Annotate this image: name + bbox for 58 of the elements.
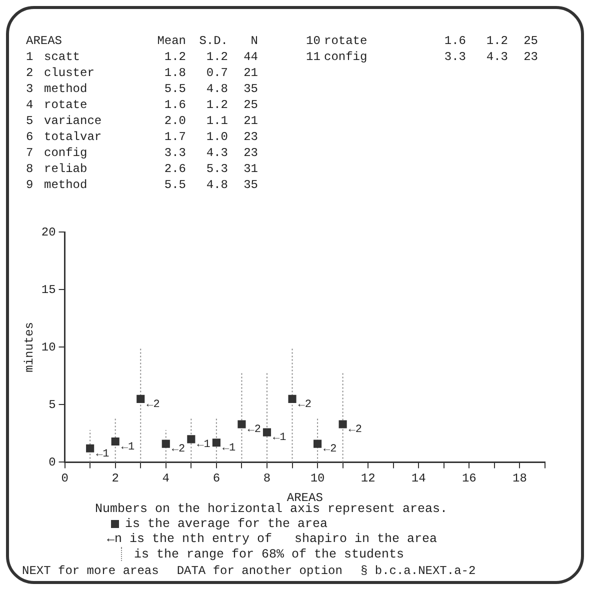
text: NEXT for more areas xyxy=(22,564,159,578)
x-tick-label: 6 xyxy=(212,472,220,486)
point xyxy=(314,440,322,448)
y-tick-label: 5 xyxy=(48,398,56,412)
text: 11 config 3.3 4.3 23 xyxy=(306,50,538,64)
text: is the range for 68% of the students xyxy=(134,547,404,562)
annotation: ←2 xyxy=(172,444,186,456)
point xyxy=(111,437,120,446)
annotation: ←1 xyxy=(96,448,110,460)
annotation: ←2 xyxy=(146,398,160,411)
x-tick-label: 16 xyxy=(462,472,476,486)
text: § b.c.a.NEXT.a-2 xyxy=(360,564,476,578)
text: 6 totalvar 1.7 1.0 23 xyxy=(26,130,258,144)
text: Numbers on the horizontal axis represent areas. xyxy=(95,502,448,516)
text: 10 rotate 1.6 1.2 25 xyxy=(306,34,538,48)
text: ←n is the nth entry of shapiro in the area xyxy=(107,532,438,546)
x-tick-label: 12 xyxy=(360,472,376,486)
x-tick-label: 4 xyxy=(162,472,170,486)
point xyxy=(86,444,94,452)
point xyxy=(338,420,347,428)
point xyxy=(212,438,220,447)
point xyxy=(136,394,145,403)
x-tick-label: 18 xyxy=(512,472,527,486)
x-tick-label: 2 xyxy=(112,472,119,486)
point xyxy=(262,428,272,436)
annotation: ←1 xyxy=(272,432,287,444)
annotation: ←2 xyxy=(348,424,362,436)
x-tick-label: 10 xyxy=(310,472,325,486)
annotation: ←1 xyxy=(222,442,236,455)
point xyxy=(288,394,296,403)
y-tick-label: 10 xyxy=(41,340,56,354)
text: 3 method 5.5 4.8 35 xyxy=(26,82,258,96)
text: 2 cluster 1.8 0.7 21 xyxy=(26,66,258,80)
annotation: ←2 xyxy=(324,444,337,456)
x-tick-label: 0 xyxy=(61,472,68,486)
annotation: ←2 xyxy=(248,424,261,436)
annotation: ←2 xyxy=(298,398,312,411)
text: 4 rotate 1.6 1.2 25 xyxy=(26,98,258,112)
x-tick-label: 14 xyxy=(411,472,426,486)
text: is the average for the area xyxy=(125,517,328,531)
y-axis-title: minutes xyxy=(22,322,36,372)
y-tick-label: 20 xyxy=(41,225,56,240)
text: AREAS Mean S.D. N xyxy=(26,34,258,48)
text: 9 method 5.5 4.8 35 xyxy=(26,178,258,192)
y-tick-label: 0 xyxy=(48,455,56,470)
text: 1 scatt 1.2 1.2 44 xyxy=(26,50,258,64)
x-axis-title: AREAS xyxy=(286,490,323,505)
annotation: ←1 xyxy=(197,439,211,452)
point xyxy=(238,420,246,428)
point xyxy=(162,440,170,448)
x-tick-label: 8 xyxy=(263,472,271,486)
y-tick-label: 15 xyxy=(41,282,56,297)
annotation: ←1 xyxy=(121,441,135,454)
point xyxy=(187,435,196,444)
text: 7 config 3.3 4.3 23 xyxy=(26,146,258,160)
text: 8 reliab 2.6 5.3 31 xyxy=(26,162,258,176)
text: DATA for another option xyxy=(176,564,342,578)
text: 5 variance 2.0 1.1 21 xyxy=(26,114,258,128)
